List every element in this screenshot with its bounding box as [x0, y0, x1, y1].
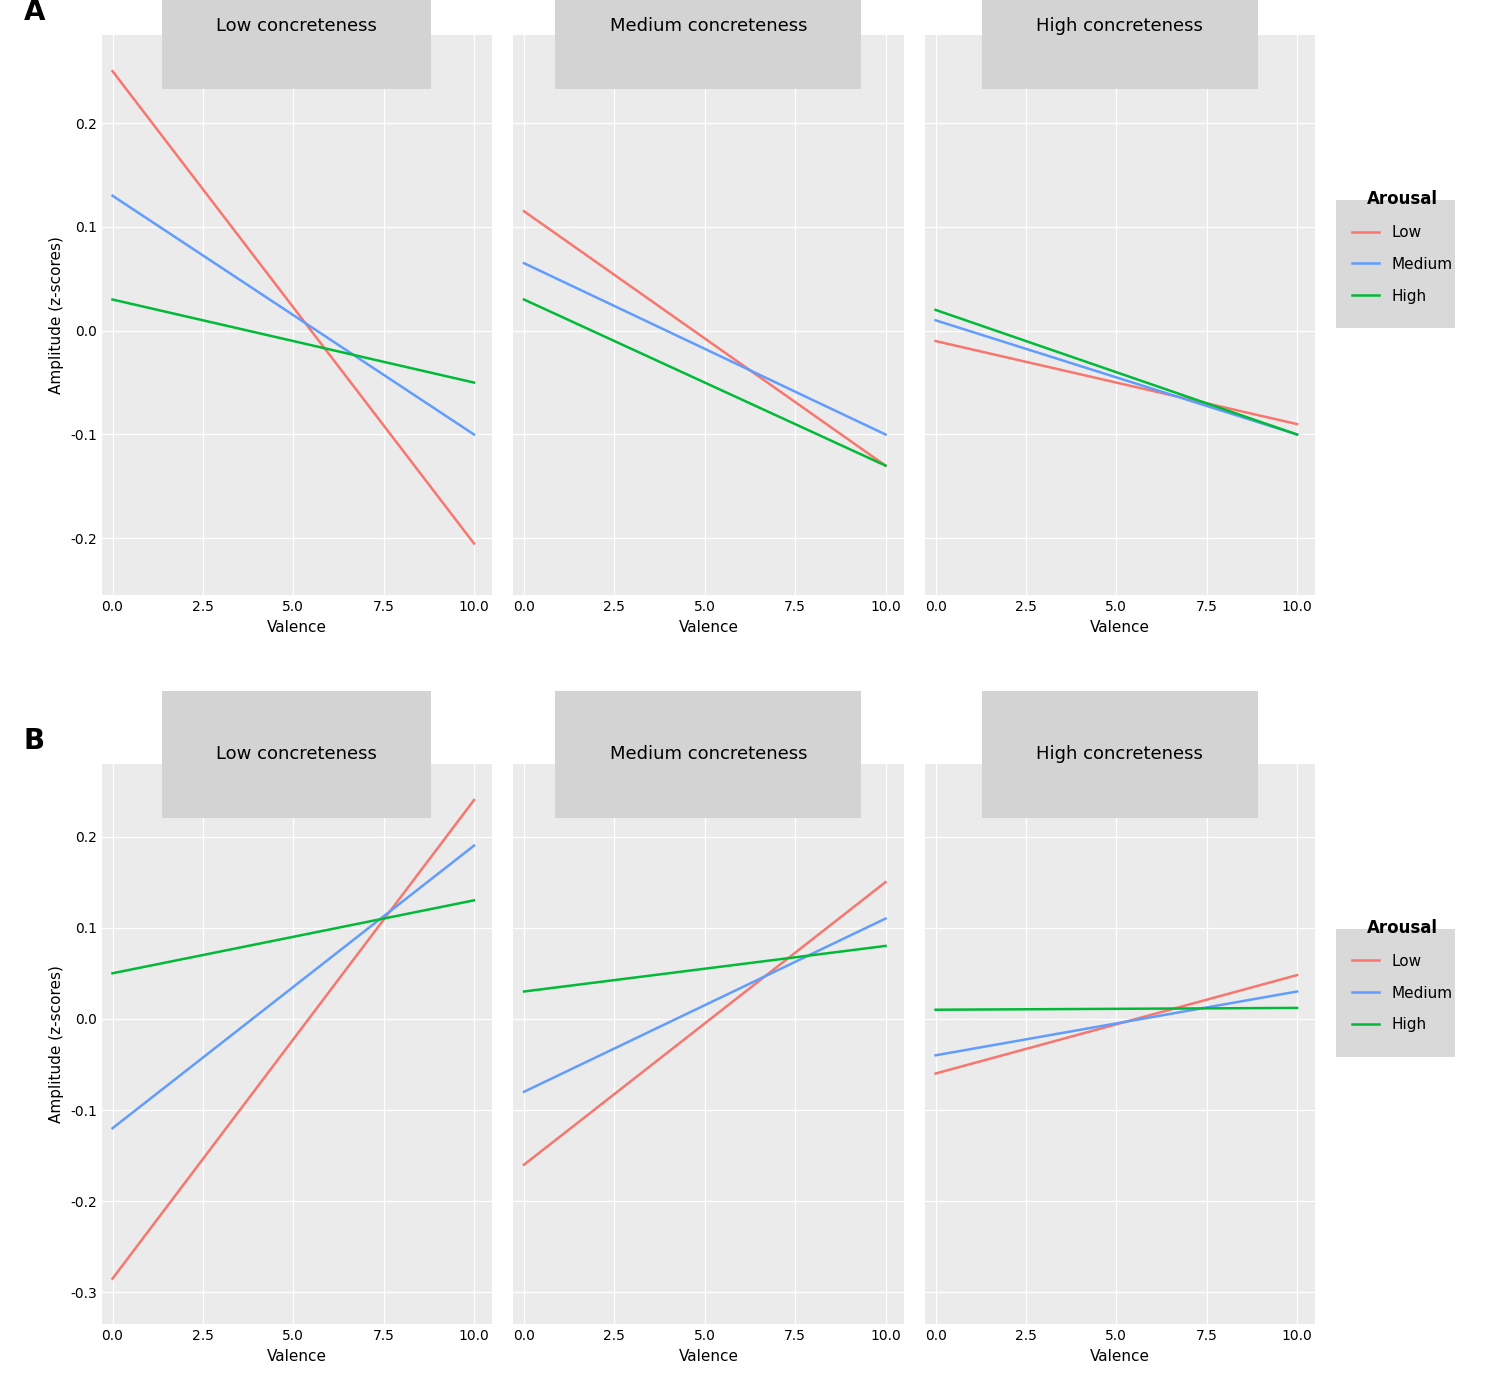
Title: Medium concreteness: Medium concreteness	[610, 746, 807, 764]
Text: A: A	[24, 0, 45, 26]
Y-axis label: Amplitude (z-scores): Amplitude (z-scores)	[49, 236, 64, 394]
Legend: Low, Medium, High: Low, Medium, High	[1344, 182, 1461, 312]
Title: Low concreteness: Low concreteness	[217, 746, 377, 764]
Title: Low concreteness: Low concreteness	[217, 17, 377, 35]
Title: High concreteness: High concreteness	[1036, 17, 1203, 35]
Y-axis label: Amplitude (z-scores): Amplitude (z-scores)	[49, 965, 64, 1123]
X-axis label: Valence: Valence	[268, 1349, 327, 1363]
X-axis label: Valence: Valence	[679, 620, 739, 634]
Title: Medium concreteness: Medium concreteness	[610, 17, 807, 35]
Text: B: B	[24, 727, 45, 755]
X-axis label: Valence: Valence	[1090, 1349, 1150, 1363]
FancyBboxPatch shape	[1337, 200, 1455, 264]
FancyBboxPatch shape	[1337, 993, 1455, 1057]
Title: High concreteness: High concreteness	[1036, 746, 1203, 764]
X-axis label: Valence: Valence	[1090, 620, 1150, 634]
FancyBboxPatch shape	[1337, 929, 1455, 993]
FancyBboxPatch shape	[1337, 232, 1455, 296]
FancyBboxPatch shape	[1337, 961, 1455, 1025]
X-axis label: Valence: Valence	[679, 1349, 739, 1363]
Legend: Low, Medium, High: Low, Medium, High	[1344, 911, 1461, 1040]
X-axis label: Valence: Valence	[268, 620, 327, 634]
FancyBboxPatch shape	[1337, 264, 1455, 328]
